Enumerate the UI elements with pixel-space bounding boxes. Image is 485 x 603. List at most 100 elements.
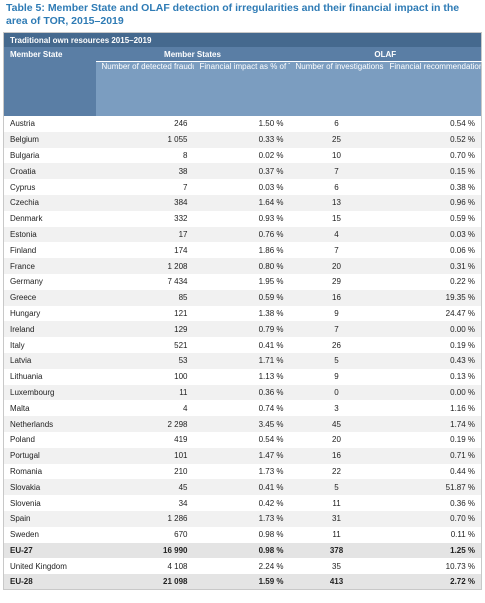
member-state: United Kingdom bbox=[10, 561, 67, 571]
investigations-count: 10 bbox=[332, 150, 341, 160]
member-state: Sweden bbox=[10, 530, 39, 540]
table-row: Lithuania 100 1.13 % 9 0.13 % bbox=[4, 369, 482, 385]
table-row: Sweden 670 0.98 % 11 0.11 % bbox=[4, 527, 482, 543]
financial-impact: 0.42 % bbox=[258, 498, 284, 508]
investigations-count: 25 bbox=[289, 131, 384, 148]
table-row: Spain 1 286 1.73 % 31 0.70 % bbox=[3, 510, 482, 527]
investigations-count: 9 bbox=[334, 372, 339, 382]
investigations-count: 45 bbox=[289, 416, 384, 432]
financial-recommendations: 0.13 % bbox=[450, 372, 476, 382]
financial-recommendations: 0.70 % bbox=[383, 510, 482, 527]
irregularities-count: 4 108 bbox=[167, 561, 188, 571]
financial-recommendations: 0.19 % bbox=[450, 435, 476, 445]
financial-recommendations: 1.25 % bbox=[383, 542, 482, 559]
financial-recommendations: 2.72 % bbox=[383, 574, 482, 590]
financial-impact: 0.98 % bbox=[258, 530, 284, 540]
member-state: EU-28 bbox=[3, 574, 96, 590]
financial-impact: 0.33 % bbox=[193, 131, 290, 148]
irregularities-count: 38 bbox=[95, 163, 194, 180]
financial-recommendations: 1.74 % bbox=[383, 416, 482, 432]
member-state: Slovakia bbox=[3, 479, 96, 496]
irregularities-count: 17 bbox=[95, 226, 194, 243]
member-state: EU-27 bbox=[3, 542, 96, 559]
investigations-count: 16 bbox=[289, 447, 384, 464]
financial-impact: 1.95 % bbox=[258, 277, 284, 287]
column-header: Number of detected fraudulent and non-fr… bbox=[95, 61, 194, 116]
financial-impact: 1.73 % bbox=[193, 510, 290, 527]
irregularities-count: 1 286 bbox=[95, 510, 194, 527]
financial-recommendations: 0.52 % bbox=[383, 131, 482, 148]
financial-impact: 0.02 % bbox=[258, 150, 284, 160]
financial-impact: 0.37 % bbox=[193, 163, 290, 180]
investigations-count: 413 bbox=[289, 574, 384, 590]
table-row: Malta 4 0.74 % 3 1.16 % bbox=[4, 400, 482, 416]
member-state: Netherlands bbox=[3, 416, 96, 432]
irregularities-count: 129 bbox=[95, 321, 194, 338]
table-row: Portugal 101 1.47 % 16 0.71 % bbox=[3, 447, 482, 464]
member-state: Italy bbox=[10, 340, 25, 350]
table-row: Ireland 129 0.79 % 7 0.00 % bbox=[3, 321, 482, 338]
investigations-count: 7 bbox=[289, 321, 384, 338]
table-row: Bulgaria 8 0.02 % 10 0.70 % bbox=[4, 148, 482, 164]
irregularities-count: 670 bbox=[174, 530, 188, 540]
irregularities-count: 100 bbox=[174, 372, 188, 382]
member-state: Greece bbox=[3, 289, 96, 306]
investigations-count: 4 bbox=[289, 226, 384, 243]
member-state: Spain bbox=[3, 510, 96, 527]
investigations-count: 6 bbox=[334, 119, 339, 129]
financial-impact: 1.50 % bbox=[258, 119, 284, 129]
financial-impact: 1.38 % bbox=[258, 308, 284, 318]
financial-recommendations: 19.35 % bbox=[383, 289, 482, 306]
table-row: Croatia 38 0.37 % 7 0.15 % bbox=[3, 163, 482, 180]
table-row: EU-27 16 990 0.98 % 378 1.25 % bbox=[3, 542, 482, 559]
member-state: Luxembourg bbox=[3, 384, 96, 401]
investigations-count: 15 bbox=[332, 214, 341, 224]
irregularities-count: 53 bbox=[95, 352, 194, 369]
investigations-count: 31 bbox=[289, 510, 384, 527]
financial-recommendations: 0.15 % bbox=[383, 163, 482, 180]
financial-recommendations: 0.00 % bbox=[383, 321, 482, 338]
member-state: Denmark bbox=[10, 214, 43, 224]
financial-recommendations: 0.03 % bbox=[383, 226, 482, 243]
table-row: Italy 521 0.41 % 26 0.19 % bbox=[4, 337, 482, 353]
table-row: Austria 246 1.50 % 6 0.54 % bbox=[4, 116, 482, 132]
member-state: Austria bbox=[10, 119, 35, 129]
subheader-row: Number of detected fraudulent and non-fr… bbox=[3, 61, 482, 116]
group-header: OLAF bbox=[289, 47, 482, 62]
irregularities-count: 210 bbox=[174, 466, 188, 476]
financial-impact: 1.59 % bbox=[193, 574, 290, 590]
table-row: Czechia 384 1.64 % 13 0.96 % bbox=[3, 194, 482, 211]
financial-impact: 0.93 % bbox=[258, 214, 284, 224]
data-table: Traditional own resources 2015–2019 Memb… bbox=[3, 32, 483, 591]
investigations-count: 22 bbox=[332, 466, 341, 476]
blank-header bbox=[3, 61, 96, 116]
financial-recommendations: 0.19 % bbox=[450, 340, 476, 350]
irregularities-count: 246 bbox=[174, 119, 188, 129]
investigations-count: 11 bbox=[332, 498, 341, 508]
financial-impact: 1.13 % bbox=[258, 372, 284, 382]
member-state: Poland bbox=[10, 435, 35, 445]
table-row: Hungary 121 1.38 % 9 24.47 % bbox=[4, 306, 482, 322]
financial-impact: 0.76 % bbox=[193, 226, 290, 243]
financial-recommendations: 0.44 % bbox=[450, 466, 476, 476]
member-state: Croatia bbox=[3, 163, 96, 180]
irregularities-count: 521 bbox=[174, 340, 188, 350]
investigations-count: 29 bbox=[332, 277, 341, 287]
table-row: Greece 85 0.59 % 16 19.35 % bbox=[3, 289, 482, 306]
financial-impact: 0.74 % bbox=[258, 403, 284, 413]
irregularities-count: 121 bbox=[174, 308, 188, 318]
financial-impact: 1.47 % bbox=[193, 447, 290, 464]
table-row: France 1 208 0.80 % 20 0.31 % bbox=[3, 258, 482, 274]
investigations-count: 26 bbox=[332, 340, 341, 350]
member-state: Slovenia bbox=[10, 498, 41, 508]
financial-recommendations: 0.96 % bbox=[383, 194, 482, 211]
investigations-count: 11 bbox=[332, 530, 341, 540]
member-state: Germany bbox=[10, 277, 43, 287]
table-row: Estonia 17 0.76 % 4 0.03 % bbox=[3, 226, 482, 243]
financial-impact: 0.80 % bbox=[193, 258, 290, 274]
financial-impact: 1.64 % bbox=[193, 194, 290, 211]
table-row: Cyprus 7 0.03 % 6 0.38 % bbox=[4, 179, 482, 195]
table-row: Belgium 1 055 0.33 % 25 0.52 % bbox=[3, 131, 482, 148]
irregularities-count: 419 bbox=[174, 435, 188, 445]
